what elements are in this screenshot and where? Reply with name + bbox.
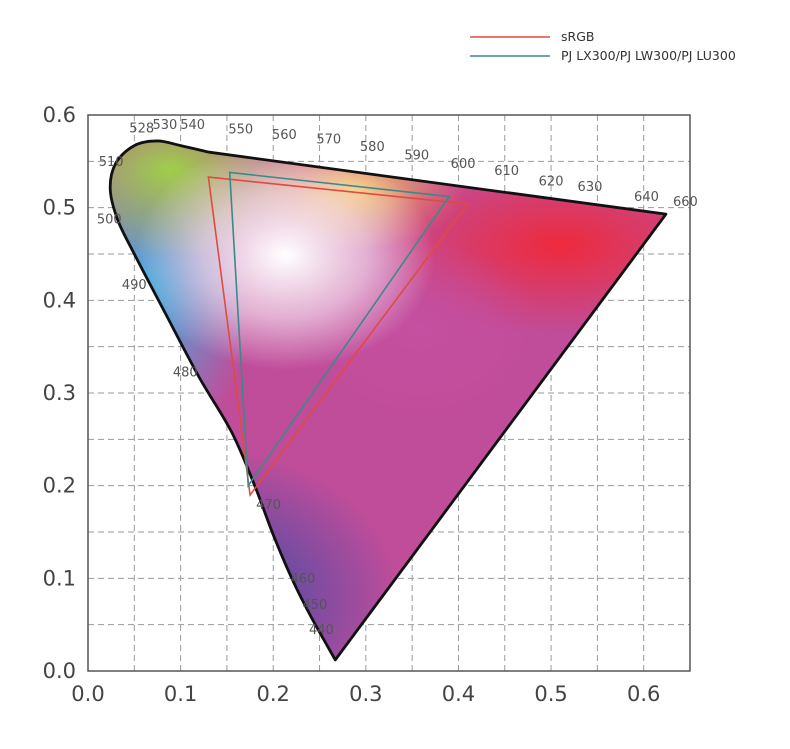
y-tick-label: 0.6 xyxy=(43,103,76,127)
wavelength-label: 640 xyxy=(634,190,659,205)
wavelength-label: 450 xyxy=(302,598,327,613)
y-tick-label: 0.5 xyxy=(43,196,76,220)
wavelength-label: 490 xyxy=(122,278,147,293)
x-tick-label: 0.2 xyxy=(257,682,290,706)
wavelength-label: 470 xyxy=(256,498,281,513)
wavelength-label: 510 xyxy=(99,155,124,170)
gamut-triangle xyxy=(207,176,470,497)
wavelength-label: 560 xyxy=(272,128,297,143)
wavelength-label: 440 xyxy=(309,623,334,638)
x-tick-label: 0.1 xyxy=(164,682,197,706)
wavelength-label: 630 xyxy=(578,180,603,195)
wavelength-label: 500 xyxy=(97,212,122,227)
wavelength-label: 550 xyxy=(228,123,253,138)
gamut-triangles xyxy=(207,171,470,497)
axis-tick-labels: 0.0 0.1 0.2 0.3 0.4 0.5 0.6 0.0 0.1 0.2 0.3 0.4 0.5 0… xyxy=(43,103,661,706)
wavelength-label: 540 xyxy=(180,118,205,133)
y-tick-label: 0.3 xyxy=(43,381,76,405)
x-tick-label: 0.5 xyxy=(534,682,567,706)
spectral-locus-outline xyxy=(108,139,668,662)
wavelength-label: 570 xyxy=(316,133,341,148)
y-tick-label: 0.2 xyxy=(43,474,76,498)
x-tick-label: 0.3 xyxy=(349,682,382,706)
legend: sRGB PJ LX300/PJ LW300/PJ LU300 xyxy=(470,29,736,63)
x-tick-label: 0.6 xyxy=(627,682,660,706)
wavelength-label: 480 xyxy=(173,365,198,380)
x-tick-label: 0.0 xyxy=(71,682,104,706)
wavelength-label: 530 xyxy=(152,118,177,133)
wavelength-label: 580 xyxy=(360,140,385,155)
wavelength-label: 660 xyxy=(673,195,698,210)
wavelength-label: 460 xyxy=(290,572,315,587)
y-tick-label: 0.4 xyxy=(43,288,76,312)
wavelength-label: 610 xyxy=(494,164,519,179)
y-tick-label: 0.0 xyxy=(43,659,76,683)
plot-frame xyxy=(87,114,691,672)
wavelength-label: 620 xyxy=(539,174,564,189)
y-tick-label: 0.1 xyxy=(43,566,76,590)
wavelength-label: 590 xyxy=(404,148,429,163)
x-tick-label: 0.4 xyxy=(442,682,475,706)
wavelength-label: 600 xyxy=(451,157,476,172)
legend-label: sRGB xyxy=(561,29,594,44)
legend-label: PJ LX300/PJ LW300/PJ LU300 xyxy=(561,48,736,63)
wavelength-label: 528 xyxy=(129,122,154,137)
gamut-triangle xyxy=(228,171,451,489)
